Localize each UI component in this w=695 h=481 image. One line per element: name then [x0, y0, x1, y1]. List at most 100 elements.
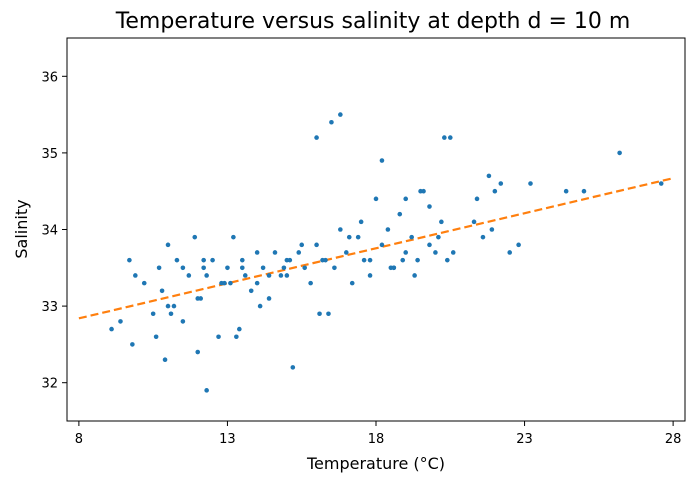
data-point: [379, 242, 385, 248]
data-point: [436, 234, 441, 240]
data-point: [308, 280, 313, 286]
data-point: [439, 219, 444, 225]
x-axis: 8 13 18 23 28: [75, 421, 681, 447]
data-point: [141, 280, 147, 286]
chart-title: Temperature versus salinity at depth d =…: [115, 9, 631, 34]
data-point: [412, 273, 417, 278]
data-point: [219, 280, 224, 286]
regression-line: [78, 177, 674, 320]
data-point: [201, 257, 206, 263]
data-point: [507, 250, 513, 255]
data-point: [257, 303, 263, 309]
fit-line-layer: [78, 177, 674, 320]
data-point: [516, 242, 521, 248]
data-point: [489, 227, 495, 232]
data-point: [165, 303, 171, 309]
x-tick-label: 18: [368, 432, 385, 447]
data-point: [528, 181, 533, 186]
data-point: [216, 334, 221, 340]
data-point: [338, 227, 343, 232]
plot-area: [66, 37, 686, 422]
data-point: [409, 234, 414, 240]
data-point: [254, 280, 260, 286]
data-point: [228, 280, 233, 286]
data-point: [379, 158, 385, 163]
data-point: [346, 234, 352, 240]
data-point: [400, 257, 406, 263]
data-point: [210, 257, 215, 263]
data-point: [118, 319, 123, 324]
data-point: [314, 135, 319, 140]
y-tick-label: 36: [41, 70, 58, 85]
data-point: [239, 257, 245, 263]
data-point: [323, 257, 328, 263]
x-axis-label: Temperature (°C): [306, 454, 445, 473]
y-tick-label: 34: [41, 224, 58, 239]
data-point: [581, 188, 587, 194]
data-point: [361, 257, 367, 263]
data-point: [195, 296, 201, 301]
data-point: [358, 219, 364, 225]
data-point: [225, 265, 230, 271]
data-point: [162, 357, 168, 363]
data-point: [314, 242, 319, 248]
data-point: [332, 265, 337, 271]
data-point: [367, 257, 373, 263]
points-layer: [109, 112, 664, 393]
y-tick-label: 33: [41, 300, 58, 315]
data-point: [397, 211, 403, 217]
data-point: [299, 242, 305, 248]
data-point: [486, 173, 492, 179]
data-point: [150, 311, 156, 317]
data-point: [266, 296, 272, 301]
data-point: [367, 273, 373, 278]
data-point: [617, 150, 622, 156]
y-axis-label: Salinity: [12, 199, 31, 258]
data-point: [492, 188, 498, 194]
data-point: [192, 234, 198, 240]
data-point: [153, 334, 159, 340]
data-point: [343, 250, 349, 255]
data-point: [349, 280, 355, 286]
data-point: [480, 234, 486, 240]
data-point: [239, 265, 245, 271]
data-point: [168, 311, 174, 317]
data-point: [204, 388, 209, 393]
data-point: [373, 196, 379, 202]
y-tick-label: 35: [41, 147, 58, 162]
data-point: [385, 227, 391, 232]
data-point: [433, 250, 438, 255]
data-point: [195, 349, 201, 355]
data-point: [171, 303, 177, 309]
data-point: [563, 188, 569, 194]
data-point: [201, 265, 206, 271]
data-point: [237, 326, 242, 332]
data-point: [403, 250, 409, 255]
data-point: [326, 311, 331, 317]
data-point: [427, 204, 432, 209]
data-point: [180, 319, 186, 324]
data-point: [133, 273, 138, 278]
data-point: [109, 326, 114, 332]
data-point: [287, 257, 293, 263]
data-point: [450, 250, 456, 255]
x-tick-label: 8: [75, 432, 83, 447]
data-point: [388, 265, 394, 271]
data-point: [242, 273, 248, 278]
data-point: [284, 273, 290, 278]
data-point: [296, 250, 302, 255]
data-point: [471, 219, 477, 225]
data-point: [278, 273, 284, 278]
data-point: [254, 250, 260, 255]
data-point: [266, 273, 272, 278]
data-point: [281, 265, 287, 271]
y-tick-label: 32: [41, 377, 58, 392]
data-point: [427, 242, 432, 248]
data-point: [234, 334, 239, 340]
data-point: [159, 288, 165, 294]
data-point: [186, 273, 192, 278]
data-point: [442, 135, 447, 140]
data-point: [415, 257, 420, 263]
data-point: [403, 196, 409, 202]
data-point: [231, 234, 236, 240]
